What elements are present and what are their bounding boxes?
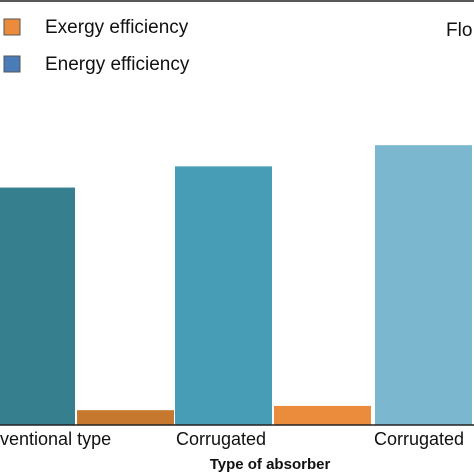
x-tick-label-3: Corrugated bbox=[374, 429, 464, 449]
x-axis-title: Type of absorber bbox=[210, 456, 331, 473]
legend-label-energy: Energy efficiency bbox=[45, 54, 190, 75]
bar-energy-2 bbox=[175, 166, 272, 426]
corner-label: Flo bbox=[446, 20, 472, 41]
legend-label-exergy: Exergy efficiency bbox=[45, 17, 189, 38]
bar-exergy-1 bbox=[77, 410, 174, 425]
x-tick-label-1: nventional type bbox=[0, 429, 111, 449]
bars-group bbox=[0, 145, 472, 426]
legend-swatch-energy bbox=[3, 55, 21, 73]
legend: Exergy efficiency Energy efficiency bbox=[3, 17, 190, 75]
x-tick-label-2: Corrugated bbox=[176, 429, 266, 449]
bar-exergy-2 bbox=[274, 405, 371, 425]
legend-swatch-exergy bbox=[3, 18, 21, 36]
bar-energy-3 bbox=[375, 145, 472, 425]
bar-energy-1 bbox=[0, 187, 75, 425]
x-tick-labels: nventional type Corrugated Corrugated bbox=[0, 429, 464, 449]
